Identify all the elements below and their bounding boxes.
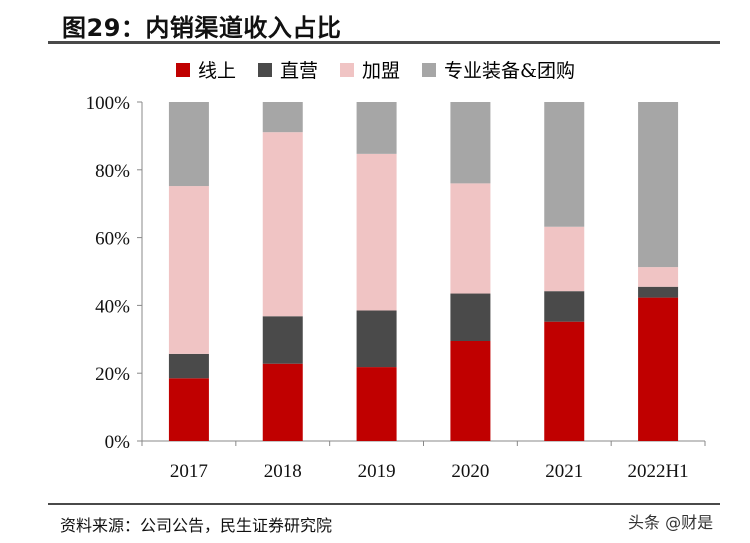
legend-swatch-direct — [258, 62, 273, 77]
y-tick-label: 0% — [105, 432, 131, 453]
bar-segment-direct — [450, 293, 491, 341]
bar-segment-special — [544, 102, 585, 227]
bar-segment-online — [544, 321, 585, 441]
y-tick-label: 40% — [95, 296, 130, 317]
bar-segment-online — [450, 340, 491, 441]
y-tick-label: 100% — [86, 93, 131, 114]
chart-legend: 线上 直营 加盟 专业装备&团购 — [176, 56, 597, 83]
x-tick-label: 2021 — [545, 461, 583, 482]
bar-segment-franchise — [638, 267, 679, 287]
x-tick-label: 2020 — [451, 461, 489, 482]
source-note: 资料来源：公司公告，民生证券研究院 — [60, 516, 333, 535]
x-tick-label: 2022H1 — [627, 461, 688, 482]
bar-segment-online — [262, 363, 303, 441]
legend-swatch-special — [422, 62, 437, 77]
x-tick-label: 2017 — [170, 461, 208, 482]
legend-swatch-online — [176, 62, 190, 77]
legend-item-franchise: 加盟 — [340, 56, 400, 83]
bar-segment-direct — [262, 316, 303, 364]
y-tick-label: 80% — [95, 161, 130, 182]
legend-label-online: 线上 — [198, 60, 237, 82]
bar-segment-special — [262, 102, 303, 133]
bar-segment-online — [356, 367, 397, 441]
figure-title: 图29：内销渠道收入占比 — [62, 14, 342, 42]
bar-segment-franchise — [262, 132, 303, 317]
bar-segment-direct — [638, 286, 679, 298]
bar-segment-direct — [356, 310, 397, 368]
legend-label-special: 专业装备&团购 — [444, 60, 575, 82]
y-tick-label: 20% — [95, 364, 130, 385]
bar-segment-online — [168, 378, 209, 441]
legend-item-online: 线上 — [176, 56, 236, 83]
bar-segment-franchise — [544, 226, 585, 292]
x-tick-label: 2018 — [264, 461, 302, 482]
legend-item-special: 专业装备&团购 — [422, 56, 575, 83]
bar-segment-franchise — [168, 186, 209, 354]
bar-segment-direct — [544, 291, 585, 322]
legend-item-direct: 直营 — [258, 56, 318, 83]
watermark-text: 头条 @财是 — [628, 513, 714, 532]
x-tick-label: 2019 — [358, 461, 396, 482]
bar-segment-franchise — [356, 153, 397, 311]
bar-segment-online — [638, 297, 679, 441]
bar-segment-special — [450, 102, 491, 184]
legend-label-franchise: 加盟 — [362, 60, 401, 82]
bar-segment-direct — [168, 353, 209, 379]
y-tick-label: 60% — [95, 229, 130, 250]
bar-segment-special — [638, 102, 679, 268]
bar-segment-franchise — [450, 183, 491, 294]
top-rule — [48, 41, 720, 44]
legend-label-direct: 直营 — [280, 60, 319, 82]
bottom-rule — [48, 503, 720, 505]
bar-segment-special — [356, 102, 397, 154]
legend-swatch-franchise — [340, 62, 355, 77]
bar-segment-special — [168, 102, 209, 187]
